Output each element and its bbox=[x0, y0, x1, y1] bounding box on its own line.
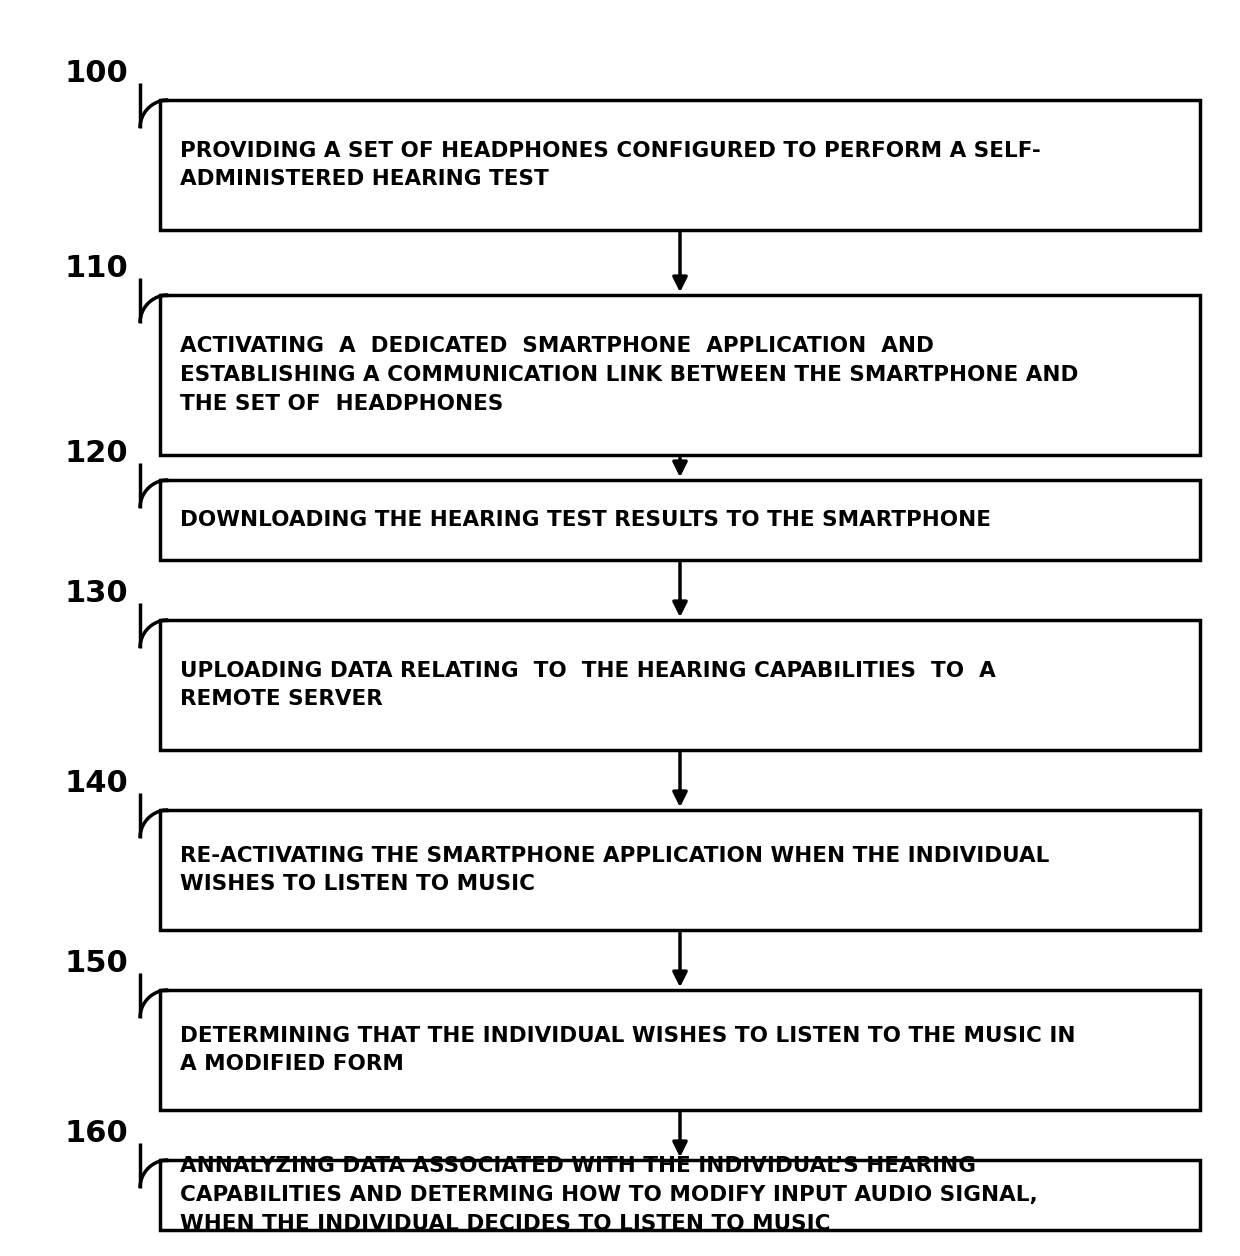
Text: 150: 150 bbox=[64, 950, 129, 978]
Text: 100: 100 bbox=[64, 59, 129, 88]
Text: UPLOADING DATA RELATING  TO  THE HEARING CAPABILITIES  TO  A
REMOTE SERVER: UPLOADING DATA RELATING TO THE HEARING C… bbox=[180, 661, 996, 710]
Text: DOWNLOADING THE HEARING TEST RESULTS TO THE SMARTPHONE: DOWNLOADING THE HEARING TEST RESULTS TO … bbox=[180, 510, 991, 530]
FancyBboxPatch shape bbox=[160, 810, 1200, 929]
Text: 110: 110 bbox=[64, 254, 129, 283]
Text: 140: 140 bbox=[64, 769, 129, 798]
FancyBboxPatch shape bbox=[160, 990, 1200, 1110]
Text: 130: 130 bbox=[64, 579, 129, 608]
FancyBboxPatch shape bbox=[160, 620, 1200, 750]
FancyBboxPatch shape bbox=[160, 100, 1200, 230]
Text: ACTIVATING  A  DEDICATED  SMARTPHONE  APPLICATION  AND
ESTABLISHING A COMMUNICAT: ACTIVATING A DEDICATED SMARTPHONE APPLIC… bbox=[180, 337, 1079, 413]
Text: PROVIDING A SET OF HEADPHONES CONFIGURED TO PERFORM A SELF-
ADMINISTERED HEARING: PROVIDING A SET OF HEADPHONES CONFIGURED… bbox=[180, 141, 1040, 190]
Text: DETERMINING THAT THE INDIVIDUAL WISHES TO LISTEN TO THE MUSIC IN
A MODIFIED FORM: DETERMINING THAT THE INDIVIDUAL WISHES T… bbox=[180, 1026, 1075, 1074]
Text: RE-ACTIVATING THE SMARTPHONE APPLICATION WHEN THE INDIVIDUAL
WISHES TO LISTEN TO: RE-ACTIVATING THE SMARTPHONE APPLICATION… bbox=[180, 845, 1049, 894]
Text: 120: 120 bbox=[64, 440, 129, 468]
FancyBboxPatch shape bbox=[160, 295, 1200, 455]
FancyBboxPatch shape bbox=[160, 480, 1200, 560]
FancyBboxPatch shape bbox=[160, 1161, 1200, 1230]
Text: ANNALYZING DATA ASSOCIATED WITH THE INDIVIDUAL’S HEARING
CAPABILITIES AND DETERM: ANNALYZING DATA ASSOCIATED WITH THE INDI… bbox=[180, 1157, 1038, 1233]
Text: 160: 160 bbox=[64, 1119, 129, 1148]
